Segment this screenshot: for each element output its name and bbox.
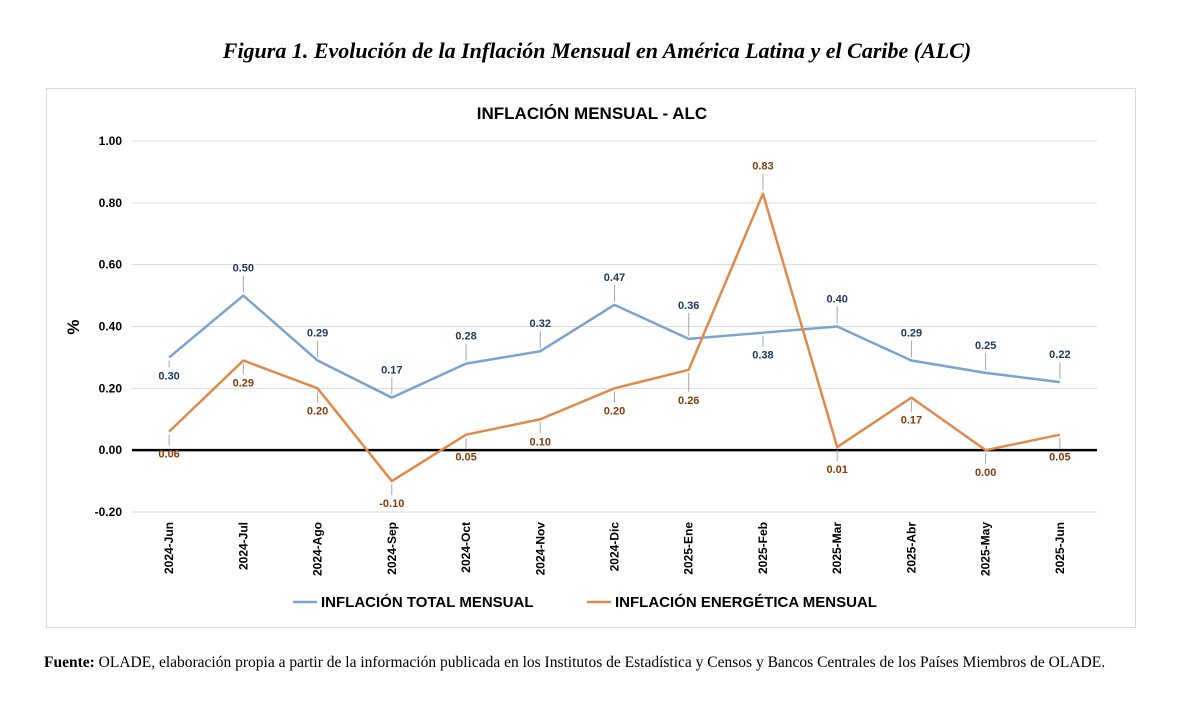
data-label-energetica: 0.83: [752, 161, 773, 173]
data-label-total: 0.36: [678, 300, 699, 312]
data-label-total: 0.28: [455, 331, 476, 343]
x-tick-label: 2024-Jun: [162, 522, 176, 574]
data-label-total: 0.50: [233, 263, 254, 275]
series-line-energetica: [168, 192, 1061, 483]
data-label-total: 0.22: [1049, 349, 1070, 361]
data-label-energetica: 0.20: [604, 405, 625, 417]
data-label-total: 0.29: [307, 328, 328, 340]
legend: INFLACIÓN TOTAL MENSUAL INFLACIÓN ENERGÉT…: [293, 593, 877, 611]
data-label-energetica: 0.17: [901, 415, 922, 427]
data-label-energetica: 0.26: [678, 395, 699, 407]
data-labels: 0.30 0.50 0.29 0.17 0.28 0.32 0.47 0.36 0.38 0.40…: [158, 161, 1070, 511]
y-tick-label: 1.00: [99, 134, 123, 148]
data-label-energetica: 0.10: [530, 436, 551, 448]
x-tick-label: 2025-Abr: [904, 522, 918, 574]
y-tick-label: 0.20: [99, 381, 123, 395]
x-tick-label: 2024-Sep: [385, 522, 399, 575]
y-tick-label: 0.80: [99, 196, 123, 210]
x-tick-label: 2024-Jul: [236, 522, 250, 570]
data-label-energetica: 0.05: [455, 452, 476, 464]
data-label-energetica: 0.29: [233, 378, 254, 390]
data-label-energetica: 0.06: [158, 449, 179, 461]
series-lines: [168, 192, 1061, 483]
y-axis-title: %: [64, 319, 83, 334]
data-label-total: 0.38: [752, 350, 773, 362]
data-label-total: 0.40: [826, 294, 847, 306]
x-tick-label: 2024-Oct: [459, 522, 473, 573]
y-axis-tick-labels: 1.00 0.80 0.60 0.40 0.20 0.00 -0.20: [95, 134, 123, 519]
chart-frame: INFLACIÓN MENSUAL - ALC 1.00 0.80 0.60 0.40…: [46, 88, 1136, 628]
data-label-total: 0.29: [901, 328, 922, 340]
source-note: Fuente: OLADE, elaboración propia a part…: [44, 651, 1154, 674]
x-tick-label: 2025-Ene: [682, 522, 696, 575]
x-tick-label: 2025-May: [979, 522, 993, 576]
x-tick-label: 2024-Ago: [311, 522, 325, 576]
y-tick-label: 0.00: [99, 443, 123, 457]
data-label-energetica: 0.20: [307, 405, 328, 417]
data-label-total: 0.32: [530, 318, 551, 330]
data-label-total: 0.47: [604, 272, 625, 284]
y-tick-label: 0.60: [99, 258, 123, 272]
data-label-energetica: 0.01: [826, 464, 847, 476]
data-label-energetica: 0.00: [975, 467, 996, 479]
line-chart: INFLACIÓN MENSUAL - ALC 1.00 0.80 0.60 0.40…: [64, 104, 1097, 611]
data-label-total: 0.30: [158, 370, 179, 382]
data-label-energetica: 0.05: [1049, 452, 1070, 464]
x-axis-tick-labels: 2024-Jun 2024-Jul 2024-Ago 2024-Sep 2024-Oct…: [162, 522, 1067, 576]
gridlines: [132, 140, 1097, 513]
x-tick-label: 2024-Dic: [608, 522, 622, 572]
chart-title: INFLACIÓN MENSUAL - ALC: [477, 104, 707, 123]
data-label-energetica: -0.10: [379, 498, 404, 510]
x-tick-label: 2024-Nov: [533, 522, 547, 576]
x-tick-label: 2025-Feb: [756, 522, 770, 574]
data-label-total: 0.25: [975, 340, 996, 352]
series-line-total: [168, 294, 1061, 399]
y-tick-label: 0.40: [99, 320, 123, 334]
x-tick-label: 2025-Mar: [830, 522, 844, 574]
legend-label: INFLACIÓN TOTAL MENSUAL: [321, 593, 534, 611]
source-label: Fuente:: [44, 654, 95, 671]
x-tick-label: 2025-Jun: [1053, 522, 1067, 574]
legend-label: INFLACIÓN ENERGÉTICA MENSUAL: [615, 593, 877, 611]
figure-title: Figura 1. Evolución de la Inflación Mens…: [222, 38, 972, 63]
source-text: OLADE, elaboración propia a partir de la…: [94, 654, 1106, 671]
y-tick-label: -0.20: [95, 505, 123, 519]
data-label-total: 0.17: [381, 365, 402, 377]
